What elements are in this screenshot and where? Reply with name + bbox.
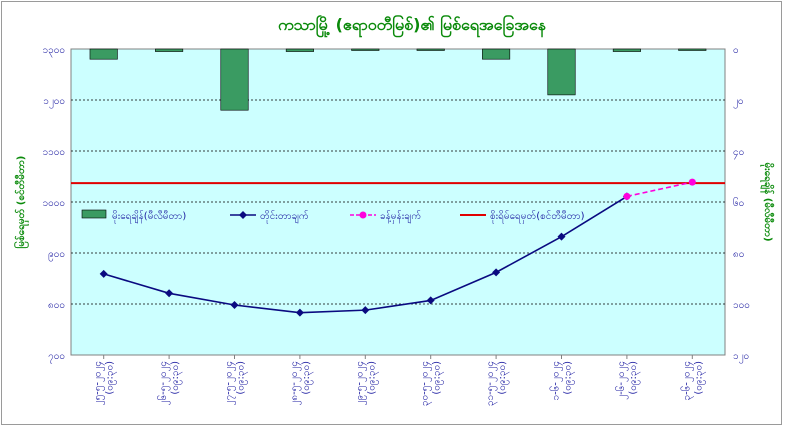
rainfall-bar — [416, 48, 445, 51]
x-tick-label: ၂-၆-၂၀၂၄ — [614, 361, 629, 400]
rainfall-bar — [547, 48, 576, 96]
left-tick-label: ၁၀၀၀ — [43, 198, 66, 209]
observed-point — [557, 232, 566, 241]
x-tick-time-label: (၀၉:၃၀) — [170, 361, 183, 395]
left-tick-label: ၁၂၀၀ — [43, 96, 65, 109]
observed-point — [295, 308, 304, 317]
forecast-point — [688, 178, 696, 186]
right-tick-label: ၆၀ — [733, 196, 744, 209]
right-tick-label: ၂၀ — [733, 96, 744, 109]
x-tick-time-label: (၀၉:၃၀) — [497, 361, 510, 395]
rainfall-bar — [612, 48, 641, 52]
left-axis-label: မြစ်ရေမှတ် (စင်တီမီတာ) — [13, 156, 30, 249]
legend-label: တိုင်းတာချက် — [260, 209, 309, 224]
observed-point — [99, 269, 108, 278]
forecast-point — [623, 192, 631, 200]
legend-label: မိုးရေချိန်(မီလီမီတာ) — [112, 209, 186, 224]
left-tick-label: ၉၀၀ — [48, 249, 65, 262]
x-tick-time-label: (၀၉:၃၀) — [563, 361, 576, 395]
legend-label: ခန့်မှန်းချက် — [380, 209, 421, 224]
observed-point — [230, 301, 239, 310]
observed-point — [361, 306, 370, 315]
chart-title: ကသာမြို့ (ဧရာဝတီမြစ်)၏ မြစ်ရေအခြေအနေ — [278, 14, 547, 38]
x-tick-label: ၃-၆-၂၀၂၄ — [679, 361, 694, 401]
rainfall-bar — [351, 48, 380, 51]
observed-point — [492, 268, 501, 277]
x-tick-time-label: (၀၉:၃၀) — [693, 361, 706, 395]
legend-swatch — [81, 209, 107, 219]
right-tick-label: ၁၀၀ — [733, 300, 750, 311]
right-tick-label: ၄၀ — [733, 147, 744, 160]
rainfall-bars — [89, 48, 707, 111]
right-tick-label: ၈၀ — [733, 249, 744, 260]
plot-area — [70, 48, 726, 356]
water-level-lines — [99, 178, 696, 317]
rainfall-bar — [155, 48, 184, 52]
x-tick-time-label: (၀၉:၃၀) — [366, 361, 379, 395]
x-tick-label: ၃၁-၅-၂၀၂၄ — [485, 361, 498, 406]
observed-point — [426, 296, 435, 305]
legend-marker — [239, 211, 247, 219]
x-tick-time-label: (၀၉:၃၀) — [105, 361, 118, 395]
rainfall-bar — [482, 48, 511, 60]
x-tick-label: ၂၇-၅-၂၀၂၄ — [224, 361, 237, 405]
x-tick-time-label: (၀၉:၃၀) — [432, 361, 445, 395]
left-tick-label: ၈၀၀ — [48, 300, 65, 311]
legend-label: စိုးရိမ်ရေမှတ်(စင်တီမီတာ) — [490, 209, 585, 224]
x-tick-label: ၂၈-၅-၂၀၂၄ — [289, 361, 302, 406]
right-tick-label: ၁၂၀ — [733, 351, 749, 364]
left-tick-label: ၁၁၀၀ — [43, 147, 66, 158]
x-tick-label: ၁-၆-၂၀၂၄ — [549, 361, 564, 401]
grid-lines — [71, 99, 725, 305]
legend-marker — [359, 211, 367, 219]
left-axis-ticks: ၇၀၀ ၈၀၀ ၉၀၀ ၁၀၀၀ ၁၁၀၀ ၁၂၀၀ ၁၃၀၀ — [43, 45, 66, 364]
x-axis-labels: ၂၅-၅-၂၀၂၄ (၀၉:၃၀) ၂၆-၅-၂၀၂၄ (၀၉:၃၀) ၂၇-၅-၂၀၂… — [93, 355, 706, 406]
x-tick-label: ၂၆-၅-၂၀၂၄ — [156, 361, 171, 405]
right-axis-label: မိုးရေချိန် (မီလီမီတာ) — [759, 162, 775, 241]
x-tick-time-label: (၀၉:၃၀) — [301, 361, 314, 395]
x-tick-time-label: (၀၉:၃၀) — [628, 361, 641, 395]
forecast-line — [626, 181, 693, 198]
rainfall-bar — [220, 48, 249, 111]
rainfall-bar — [89, 48, 118, 60]
left-tick-label: ၁၃၀၀ — [43, 45, 66, 58]
observed-point — [165, 289, 174, 298]
left-tick-label: ၇၀၀ — [48, 351, 65, 364]
x-tick-label: ၃၀-၅-၂၀၂၄ — [420, 361, 433, 406]
x-tick-label: ၂၉-၅-၂၀၂၄ — [354, 361, 367, 405]
x-tick-time-label: (၀၉:၃၀) — [236, 361, 249, 395]
rainfall-bar — [678, 48, 707, 51]
right-tick-label: ၀ — [733, 45, 739, 56]
x-tick-label: ၂၅-၅-၂၀၂၄ — [93, 361, 106, 405]
rainfall-bar — [285, 48, 314, 52]
legend: မိုးရေချိန်(မီလီမီတာ) တိုင်းတာချက် ခန့်မှန… — [81, 209, 585, 224]
